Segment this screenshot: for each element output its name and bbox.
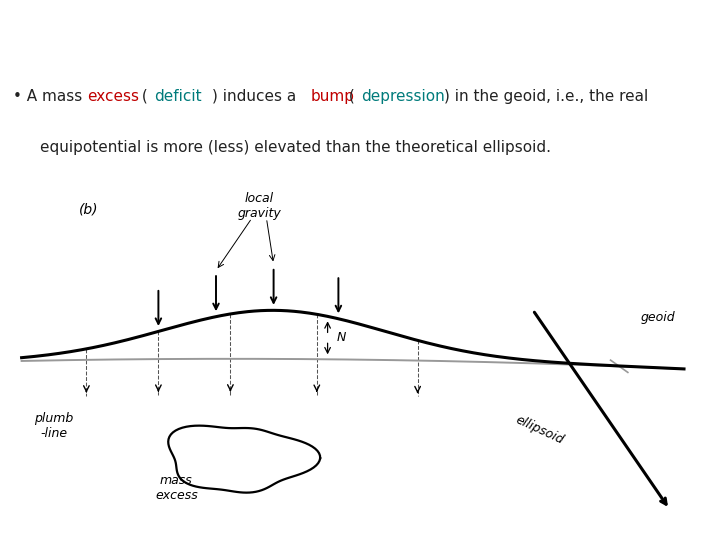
Text: mass
excess: mass excess — [155, 474, 198, 502]
Text: depression: depression — [361, 89, 444, 104]
Text: (: ( — [344, 89, 355, 104]
Text: Geoid: influence of mass anomalies at depth: Geoid: influence of mass anomalies at de… — [11, 17, 710, 45]
Text: (b): (b) — [79, 202, 99, 217]
Text: • A mass: • A mass — [13, 89, 87, 104]
Text: excess: excess — [88, 89, 140, 104]
Text: ellipsoid: ellipsoid — [514, 413, 566, 447]
Text: N: N — [336, 332, 346, 345]
Text: local
gravity: local gravity — [238, 192, 281, 220]
Text: geoid: geoid — [641, 311, 675, 324]
Text: bump: bump — [311, 89, 355, 104]
Text: plumb
-line: plumb -line — [35, 412, 73, 440]
Text: ) induces a: ) induces a — [212, 89, 301, 104]
Text: ) in the geoid, i.e., the real: ) in the geoid, i.e., the real — [444, 89, 648, 104]
Text: deficit: deficit — [154, 89, 202, 104]
Text: (: ( — [137, 89, 148, 104]
Text: equipotential is more (less) elevated than the theoretical ellipsoid.: equipotential is more (less) elevated th… — [40, 140, 551, 154]
